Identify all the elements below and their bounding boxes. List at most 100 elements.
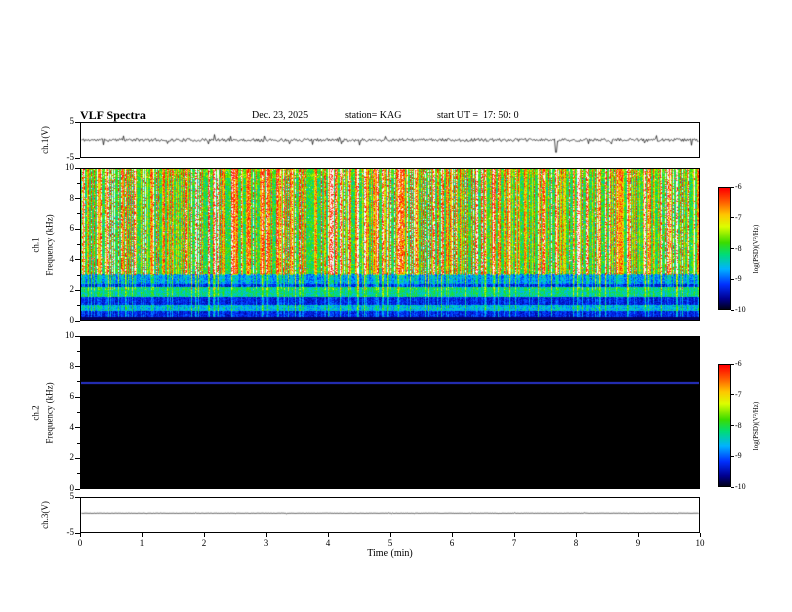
x-tick-mark (699, 533, 701, 537)
x-tick-label: 10 (695, 538, 705, 548)
colorbar-tick-label: -8 (735, 243, 742, 253)
y-tick-label: -5 (66, 527, 75, 537)
x-tick-mark (451, 533, 453, 537)
colorbar-tick-label: -10 (735, 482, 746, 491)
x-tick-mark (575, 533, 577, 537)
y-minor-tick-mark (77, 442, 80, 444)
ch1-waveform-canvas (81, 123, 699, 157)
y-tick-mark (75, 488, 80, 490)
x-tick-label: 0 (77, 538, 83, 548)
colorbar1 (718, 187, 731, 310)
ch3-waveform-canvas (81, 498, 699, 532)
y-tick-mark (75, 427, 80, 429)
ch1-frequency-axis-label: Frequency (kHz) (44, 168, 56, 321)
colorbar-tick-mark (731, 486, 734, 488)
x-tick-mark (389, 533, 391, 537)
x-axis-label: Time (min) (367, 548, 413, 559)
colorbar-tick-label: -7 (735, 212, 742, 222)
ch2-spectrogram-panel (80, 336, 700, 489)
y-tick-mark (75, 157, 80, 159)
x-tick-label: 9 (635, 538, 641, 548)
x-tick-label: 8 (573, 538, 579, 548)
x-tick-label: 5 (387, 538, 393, 548)
colorbar-tick-label: -9 (735, 274, 742, 284)
y-tick-mark (75, 532, 80, 534)
y-tick-label: -5 (66, 152, 75, 162)
ch1-spectrogram-panel (80, 168, 700, 321)
y-tick-mark (75, 335, 80, 337)
y-tick-label: 8 (69, 192, 75, 203)
start-ut-label: start UT = 17: 50: 0 (437, 110, 519, 121)
y-minor-tick-mark (77, 412, 80, 413)
colorbar-tick-mark (731, 394, 734, 396)
y-tick-label: 10 (65, 330, 74, 340)
x-tick-label: 3 (263, 538, 269, 548)
y-tick-mark (75, 228, 80, 230)
y-tick-label: 10 (65, 162, 74, 172)
y-tick-mark (75, 121, 80, 123)
ch2-spectrogram-canvas (81, 337, 699, 488)
y-tick-mark (75, 396, 80, 398)
ch1-waveform-ylabel: ch.1(V) (38, 122, 52, 158)
x-tick-mark (637, 533, 639, 537)
y-tick-label: 4 (69, 253, 75, 264)
ch2-channel-label: ch.2 (30, 336, 42, 489)
x-tick-mark (141, 533, 143, 537)
colorbar2 (718, 364, 731, 487)
y-minor-tick-mark (77, 305, 80, 307)
y-tick-label: 0 (69, 483, 75, 493)
colorbar-tick-label: -9 (735, 451, 742, 461)
y-tick-label: 2 (69, 284, 75, 295)
y-minor-tick-mark (77, 244, 80, 245)
y-minor-tick-mark (77, 381, 80, 383)
y-minor-tick-mark (77, 274, 80, 276)
x-tick-mark (265, 533, 267, 537)
y-tick-label: 5 (69, 116, 75, 126)
colorbar-tick-mark (731, 455, 734, 457)
colorbar-tick-mark (731, 217, 734, 219)
ch1-channel-label-text: ch.1 (31, 236, 41, 253)
x-tick-label: 6 (449, 538, 455, 548)
x-tick-mark (513, 533, 515, 537)
colorbar-tick-label: -8 (735, 420, 742, 430)
colorbar1-canvas (719, 188, 730, 309)
y-tick-mark (75, 457, 80, 459)
ch3-waveform-panel (80, 497, 700, 533)
colorbar-tick-mark (731, 186, 734, 188)
y-minor-tick-mark (77, 213, 80, 215)
colorbar-tick-mark (731, 363, 734, 365)
colorbar-tick-mark (731, 278, 734, 280)
ch3-waveform-ylabel-text: ch.3(V) (40, 501, 50, 529)
y-tick-mark (75, 366, 80, 368)
ch2-channel-label-text: ch.2 (31, 404, 41, 421)
colorbar-tick-mark (731, 309, 734, 311)
colorbar-tick-mark (731, 425, 734, 426)
x-tick-label: 7 (511, 538, 517, 548)
y-tick-mark (75, 320, 80, 322)
y-tick-label: 4 (69, 421, 75, 432)
colorbar-tick-mark (731, 248, 734, 249)
colorbar-tick-label: -10 (735, 305, 746, 314)
station-label: station= KAG (345, 110, 402, 121)
ch1-spectrogram-canvas (81, 169, 699, 320)
ch2-frequency-axis-label: Frequency (kHz) (44, 336, 56, 489)
y-tick-label: 2 (69, 452, 75, 463)
y-tick-mark (75, 198, 80, 200)
colorbar2-canvas (719, 365, 730, 486)
y-tick-label: 6 (69, 223, 75, 234)
x-tick-mark (203, 533, 205, 537)
x-tick-label: 1 (139, 538, 145, 548)
y-tick-label: 5 (69, 491, 75, 501)
colorbar-tick-label: -7 (735, 389, 742, 399)
date-label: Dec. 23, 2025 (252, 110, 309, 121)
x-tick-mark (79, 533, 81, 537)
plot-title: VLF Spectra (80, 108, 146, 122)
colorbar-tick-label: -6 (735, 359, 742, 368)
ch1-waveform-panel (80, 122, 700, 158)
y-tick-mark (75, 289, 80, 291)
y-tick-mark (75, 496, 80, 498)
x-tick-mark (327, 533, 329, 537)
y-minor-tick-mark (77, 182, 80, 184)
ch1-waveform-ylabel-text: ch.1(V) (40, 126, 50, 154)
